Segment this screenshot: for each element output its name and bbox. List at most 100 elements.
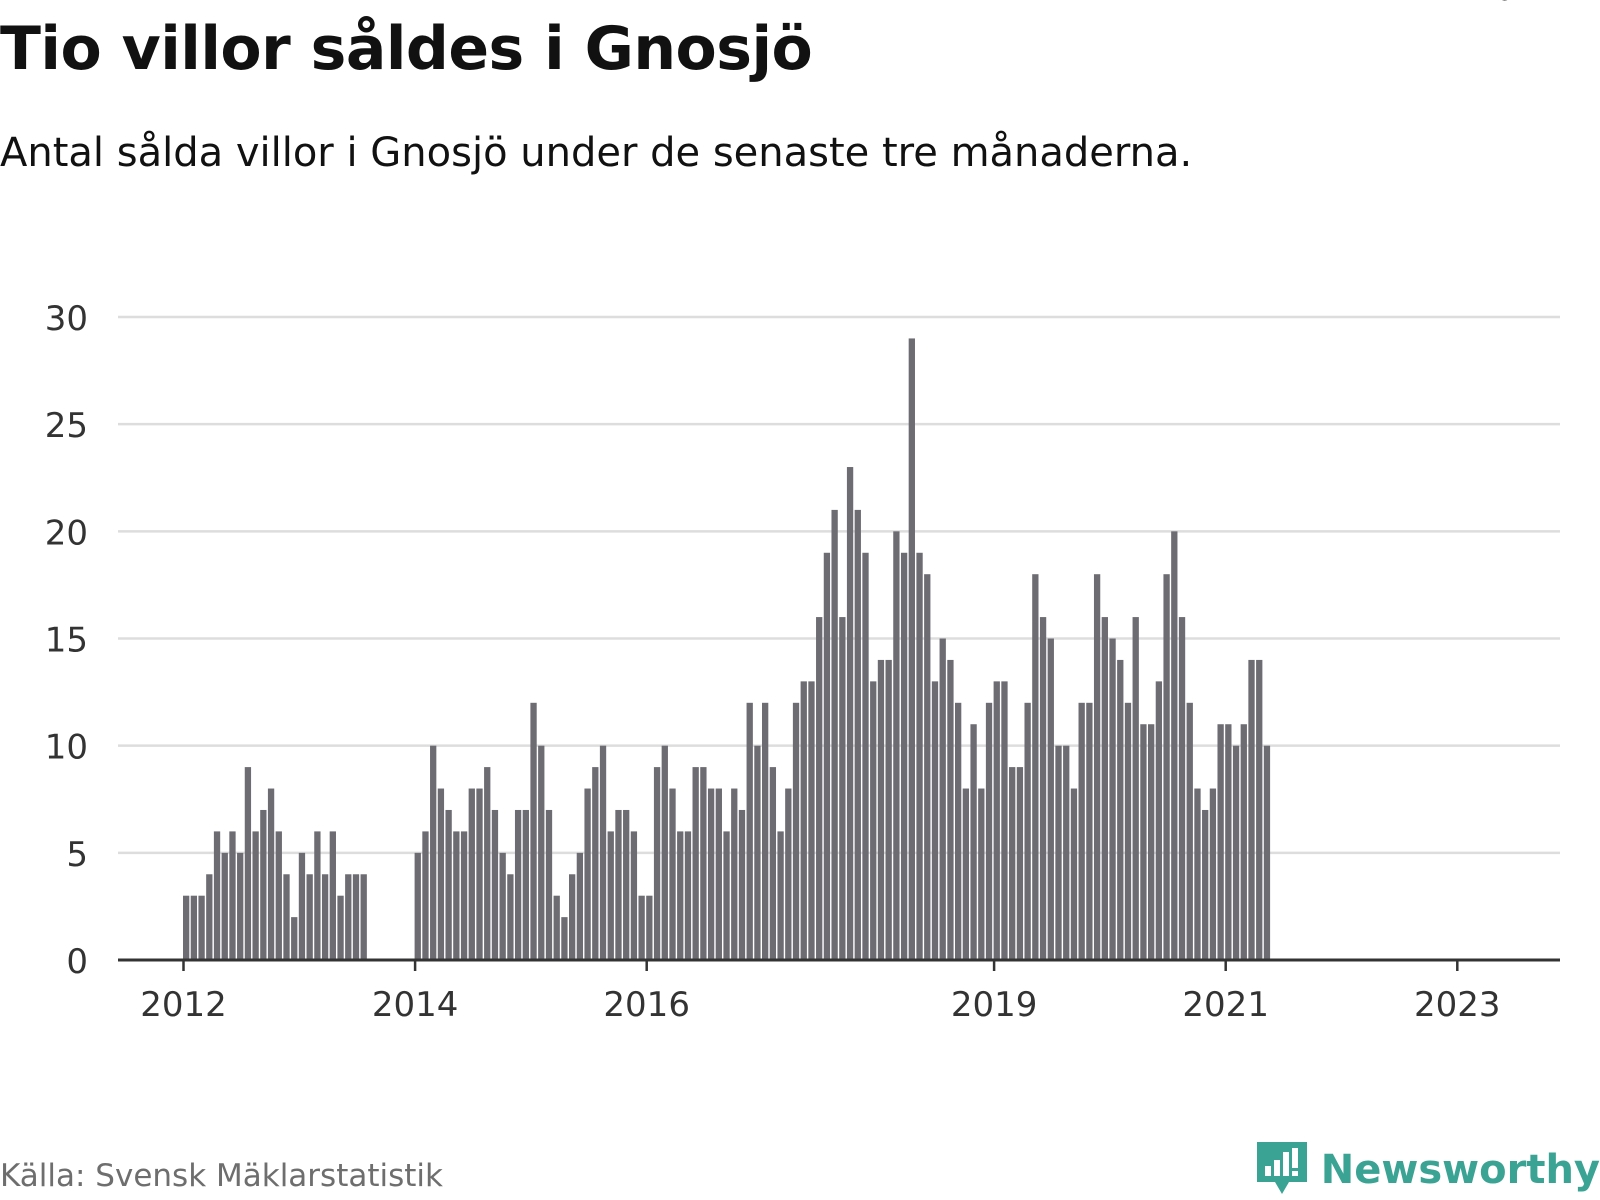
bar xyxy=(213,831,221,960)
bar xyxy=(916,552,923,960)
bar xyxy=(237,852,244,960)
bar xyxy=(1055,745,1062,960)
highlight-value-label: 10 xyxy=(1474,0,1515,8)
bar xyxy=(468,788,475,960)
gridlines xyxy=(118,315,1560,855)
x-tick-label: 2021 xyxy=(1182,985,1269,1025)
bar xyxy=(530,702,537,960)
bar xyxy=(329,831,336,960)
bar xyxy=(522,809,529,960)
bar xyxy=(854,509,861,960)
bar xyxy=(1163,574,1170,960)
bar xyxy=(1148,724,1155,960)
bar xyxy=(1109,638,1116,960)
bar xyxy=(267,788,275,960)
bars xyxy=(183,338,1271,960)
bar xyxy=(569,874,576,960)
bar xyxy=(484,767,491,960)
y-tick-label: 20 xyxy=(45,513,88,553)
bar xyxy=(283,874,290,960)
bar xyxy=(430,745,437,960)
bar xyxy=(298,852,306,960)
bar xyxy=(499,852,506,960)
bar xyxy=(1217,724,1224,960)
bar xyxy=(599,745,607,960)
bar xyxy=(800,681,807,960)
bar xyxy=(275,831,282,960)
bar xyxy=(715,788,722,960)
bar xyxy=(1101,617,1108,960)
bar xyxy=(738,809,746,960)
bar xyxy=(244,767,252,960)
bar xyxy=(306,874,313,960)
bar xyxy=(615,809,622,960)
bar xyxy=(1263,745,1271,960)
bar xyxy=(1256,659,1263,960)
x-tick-label: 2016 xyxy=(603,985,690,1025)
y-tick-label: 15 xyxy=(45,621,88,661)
bar xyxy=(1248,659,1255,960)
bar xyxy=(661,745,668,960)
x-tick-label: 2019 xyxy=(951,985,1038,1025)
bar xyxy=(970,724,977,960)
bar xyxy=(1232,745,1240,960)
bar xyxy=(252,831,259,960)
bar xyxy=(769,767,777,960)
bar xyxy=(1024,702,1031,960)
y-tick-label: 5 xyxy=(66,835,88,875)
bar xyxy=(700,767,707,960)
bar xyxy=(1225,724,1232,960)
bar xyxy=(422,831,429,960)
chart-subtitle: Antal sålda villor i Gnosjö under de sen… xyxy=(0,130,1193,176)
bar xyxy=(291,917,298,960)
bar xyxy=(1009,767,1016,960)
bar xyxy=(553,895,560,960)
bar xyxy=(1032,574,1039,960)
brand-logo-block[interactable]: Newsworthy xyxy=(1256,1140,1600,1200)
bar xyxy=(260,809,267,960)
bar xyxy=(684,831,692,960)
bar xyxy=(514,809,522,960)
bar xyxy=(792,702,800,960)
bar xyxy=(1209,788,1217,960)
bar xyxy=(1178,617,1186,960)
bar xyxy=(1155,681,1163,960)
bar xyxy=(584,788,591,960)
bar xyxy=(707,788,715,960)
bar xyxy=(947,659,954,960)
bar xyxy=(1093,574,1101,960)
bar xyxy=(985,702,993,960)
bar xyxy=(962,788,970,960)
bar xyxy=(692,767,699,960)
bar xyxy=(321,874,329,960)
bar xyxy=(823,552,831,960)
y-tick-label: 30 xyxy=(45,299,88,339)
bar xyxy=(1001,681,1008,960)
y-tick-label: 0 xyxy=(66,942,88,982)
y-axis-ticks: 0 5 10 15 20 25 30 xyxy=(45,299,88,982)
bar xyxy=(1047,638,1054,960)
bar xyxy=(831,509,838,960)
bar xyxy=(453,831,460,960)
bar xyxy=(476,788,483,960)
bar xyxy=(1132,617,1139,960)
bar xyxy=(1202,809,1209,960)
bar xyxy=(206,874,213,960)
bar xyxy=(1063,745,1070,960)
bar xyxy=(352,874,360,960)
bar xyxy=(460,831,468,960)
bar xyxy=(345,874,352,960)
bar xyxy=(183,895,190,960)
bar xyxy=(576,852,584,960)
bar xyxy=(1194,788,1201,960)
chart-title: Tio villor såldes i Gnosjö xyxy=(0,14,813,84)
bar xyxy=(1086,702,1093,960)
bar xyxy=(885,659,892,960)
bar xyxy=(816,617,823,960)
bar xyxy=(507,874,514,960)
bar xyxy=(877,659,885,960)
bar xyxy=(808,681,815,960)
x-tick-label: 2012 xyxy=(140,985,227,1025)
bar xyxy=(221,852,228,960)
bar xyxy=(846,467,854,960)
